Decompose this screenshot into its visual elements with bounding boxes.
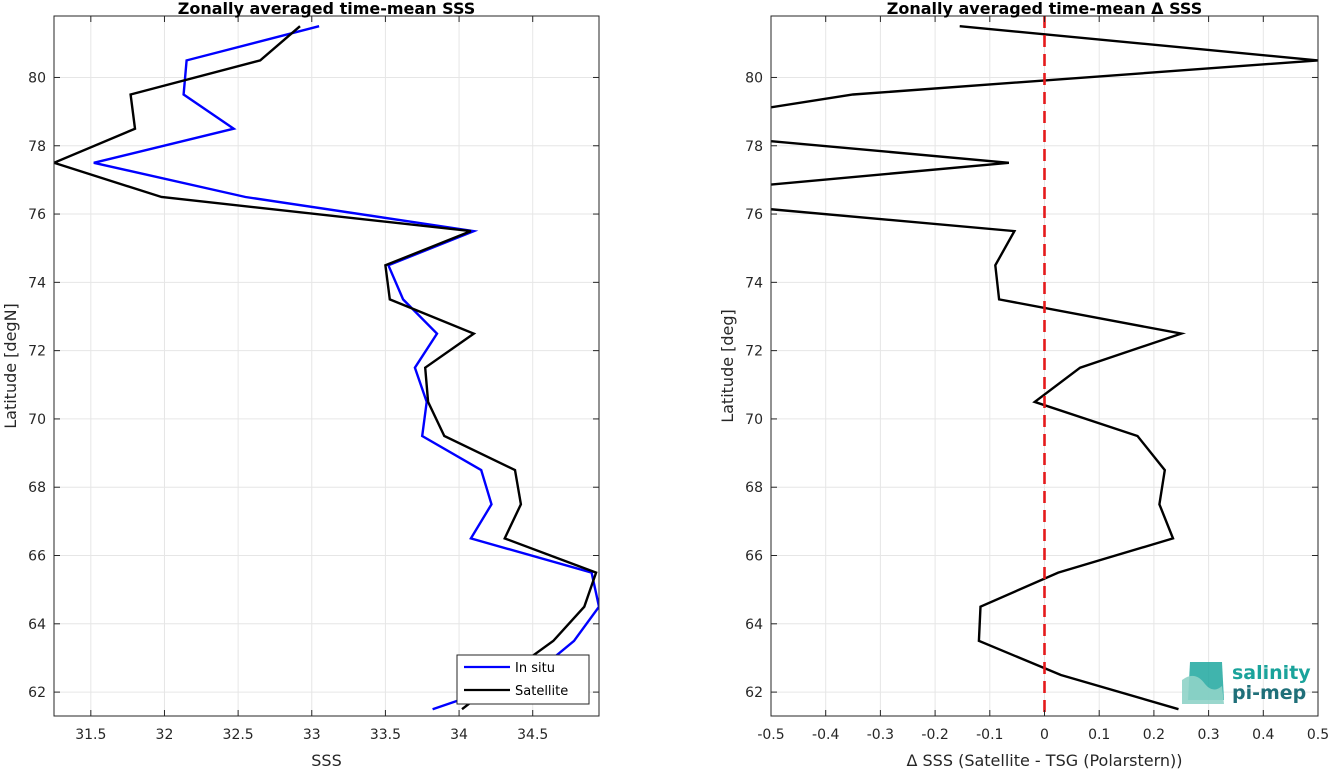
series-line-satellite (54, 25, 598, 711)
y-tick-label: 72 (28, 344, 46, 360)
x-tick-label: -0.2 (921, 727, 948, 743)
y-tick-label: 66 (745, 549, 763, 565)
x-tick-label: 0.1 (1088, 727, 1110, 743)
x-tick-label: -0.4 (812, 727, 839, 743)
logo-text-salinity: salinity (1232, 662, 1311, 684)
y-tick-label: 64 (745, 617, 763, 633)
y-tick-label: 78 (28, 139, 46, 155)
chart-title: Zonally averaged time-mean SSS (178, 0, 476, 18)
y-tick-label: 74 (745, 275, 763, 291)
x-tick-label: 32 (156, 727, 174, 743)
x-tick-label: 32.5 (223, 727, 254, 743)
legend: In situ Satellite (456, 654, 590, 705)
axes-box (53, 15, 600, 717)
y-tick-label: 68 (745, 480, 763, 496)
y-tick-label: 62 (28, 685, 46, 701)
x-axis-label: SSS (311, 751, 341, 769)
plot-lines (54, 25, 599, 711)
x-tick-label: 33.5 (370, 727, 401, 743)
y-tick-label: 80 (28, 70, 46, 86)
legend-label-in-situ: In situ (515, 661, 555, 676)
legend-label-satellite: Satellite (515, 684, 568, 699)
y-tick-label: 70 (745, 412, 763, 428)
logo-text-pi-mep: pi-mep (1232, 682, 1306, 704)
y-tick-label: 74 (28, 275, 46, 291)
y-tick-label: 78 (745, 139, 763, 155)
x-tick-label: -0.5 (757, 727, 784, 743)
x-tick-label: 0.4 (1252, 727, 1274, 743)
grid (54, 16, 599, 716)
x-tick-label: 34.5 (517, 727, 548, 743)
y-tick-label: 76 (745, 207, 763, 223)
sss-panel: 31.5 32 32.5 33 33.5 34 34.5 62 64 66 68 70 72 74 76 78… (1, 0, 600, 769)
x-tick-label: 0.5 (1307, 727, 1329, 743)
y-tick-label: 66 (28, 549, 46, 565)
ticks: 31.5 32 32.5 33 33.5 34 34.5 62 64 66 68 70 72 74 76 78… (28, 16, 599, 743)
salinity-pi-mep-logo: salinity pi-mep (1182, 662, 1311, 704)
y-tick-label: 64 (28, 617, 46, 633)
x-tick-label: -0.3 (867, 727, 894, 743)
legend-box (456, 654, 590, 705)
logo-wave-shape (1182, 675, 1224, 704)
x-tick-label: 0.2 (1143, 727, 1165, 743)
delta-sss-panel: -0.5 -0.4 -0.3 -0.2 -0.1 0 0.1 0.2 0.3 0.4 0.5 62 64… (718, 0, 1329, 769)
x-tick-label: -0.1 (976, 727, 1003, 743)
x-tick-label: 31.5 (75, 727, 106, 743)
y-axis-label: Latitude [deg] (718, 309, 737, 423)
x-axis-label: Δ SSS (Satellite - TSG (Polarstern)) (906, 751, 1182, 769)
x-tick-label: 0 (1040, 727, 1049, 743)
ticks: -0.5 -0.4 -0.3 -0.2 -0.1 0 0.1 0.2 0.3 0.4 0.5 62 64… (745, 16, 1329, 743)
y-tick-label: 70 (28, 412, 46, 428)
chart-title: Zonally averaged time-mean Δ SSS (887, 0, 1203, 18)
x-tick-label: 34 (450, 727, 468, 743)
plot-lines (771, 16, 1318, 716)
y-tick-label: 62 (745, 685, 763, 701)
x-tick-label: 33 (303, 727, 321, 743)
y-tick-label: 80 (745, 70, 763, 86)
series-line-in-situ (93, 25, 599, 711)
y-tick-label: 76 (28, 207, 46, 223)
y-axis-label: Latitude [degN] (1, 303, 20, 429)
y-tick-label: 72 (745, 344, 763, 360)
y-tick-label: 68 (28, 480, 46, 496)
x-tick-label: 0.3 (1197, 727, 1219, 743)
series-line-delta-sss (771, 25, 1318, 711)
